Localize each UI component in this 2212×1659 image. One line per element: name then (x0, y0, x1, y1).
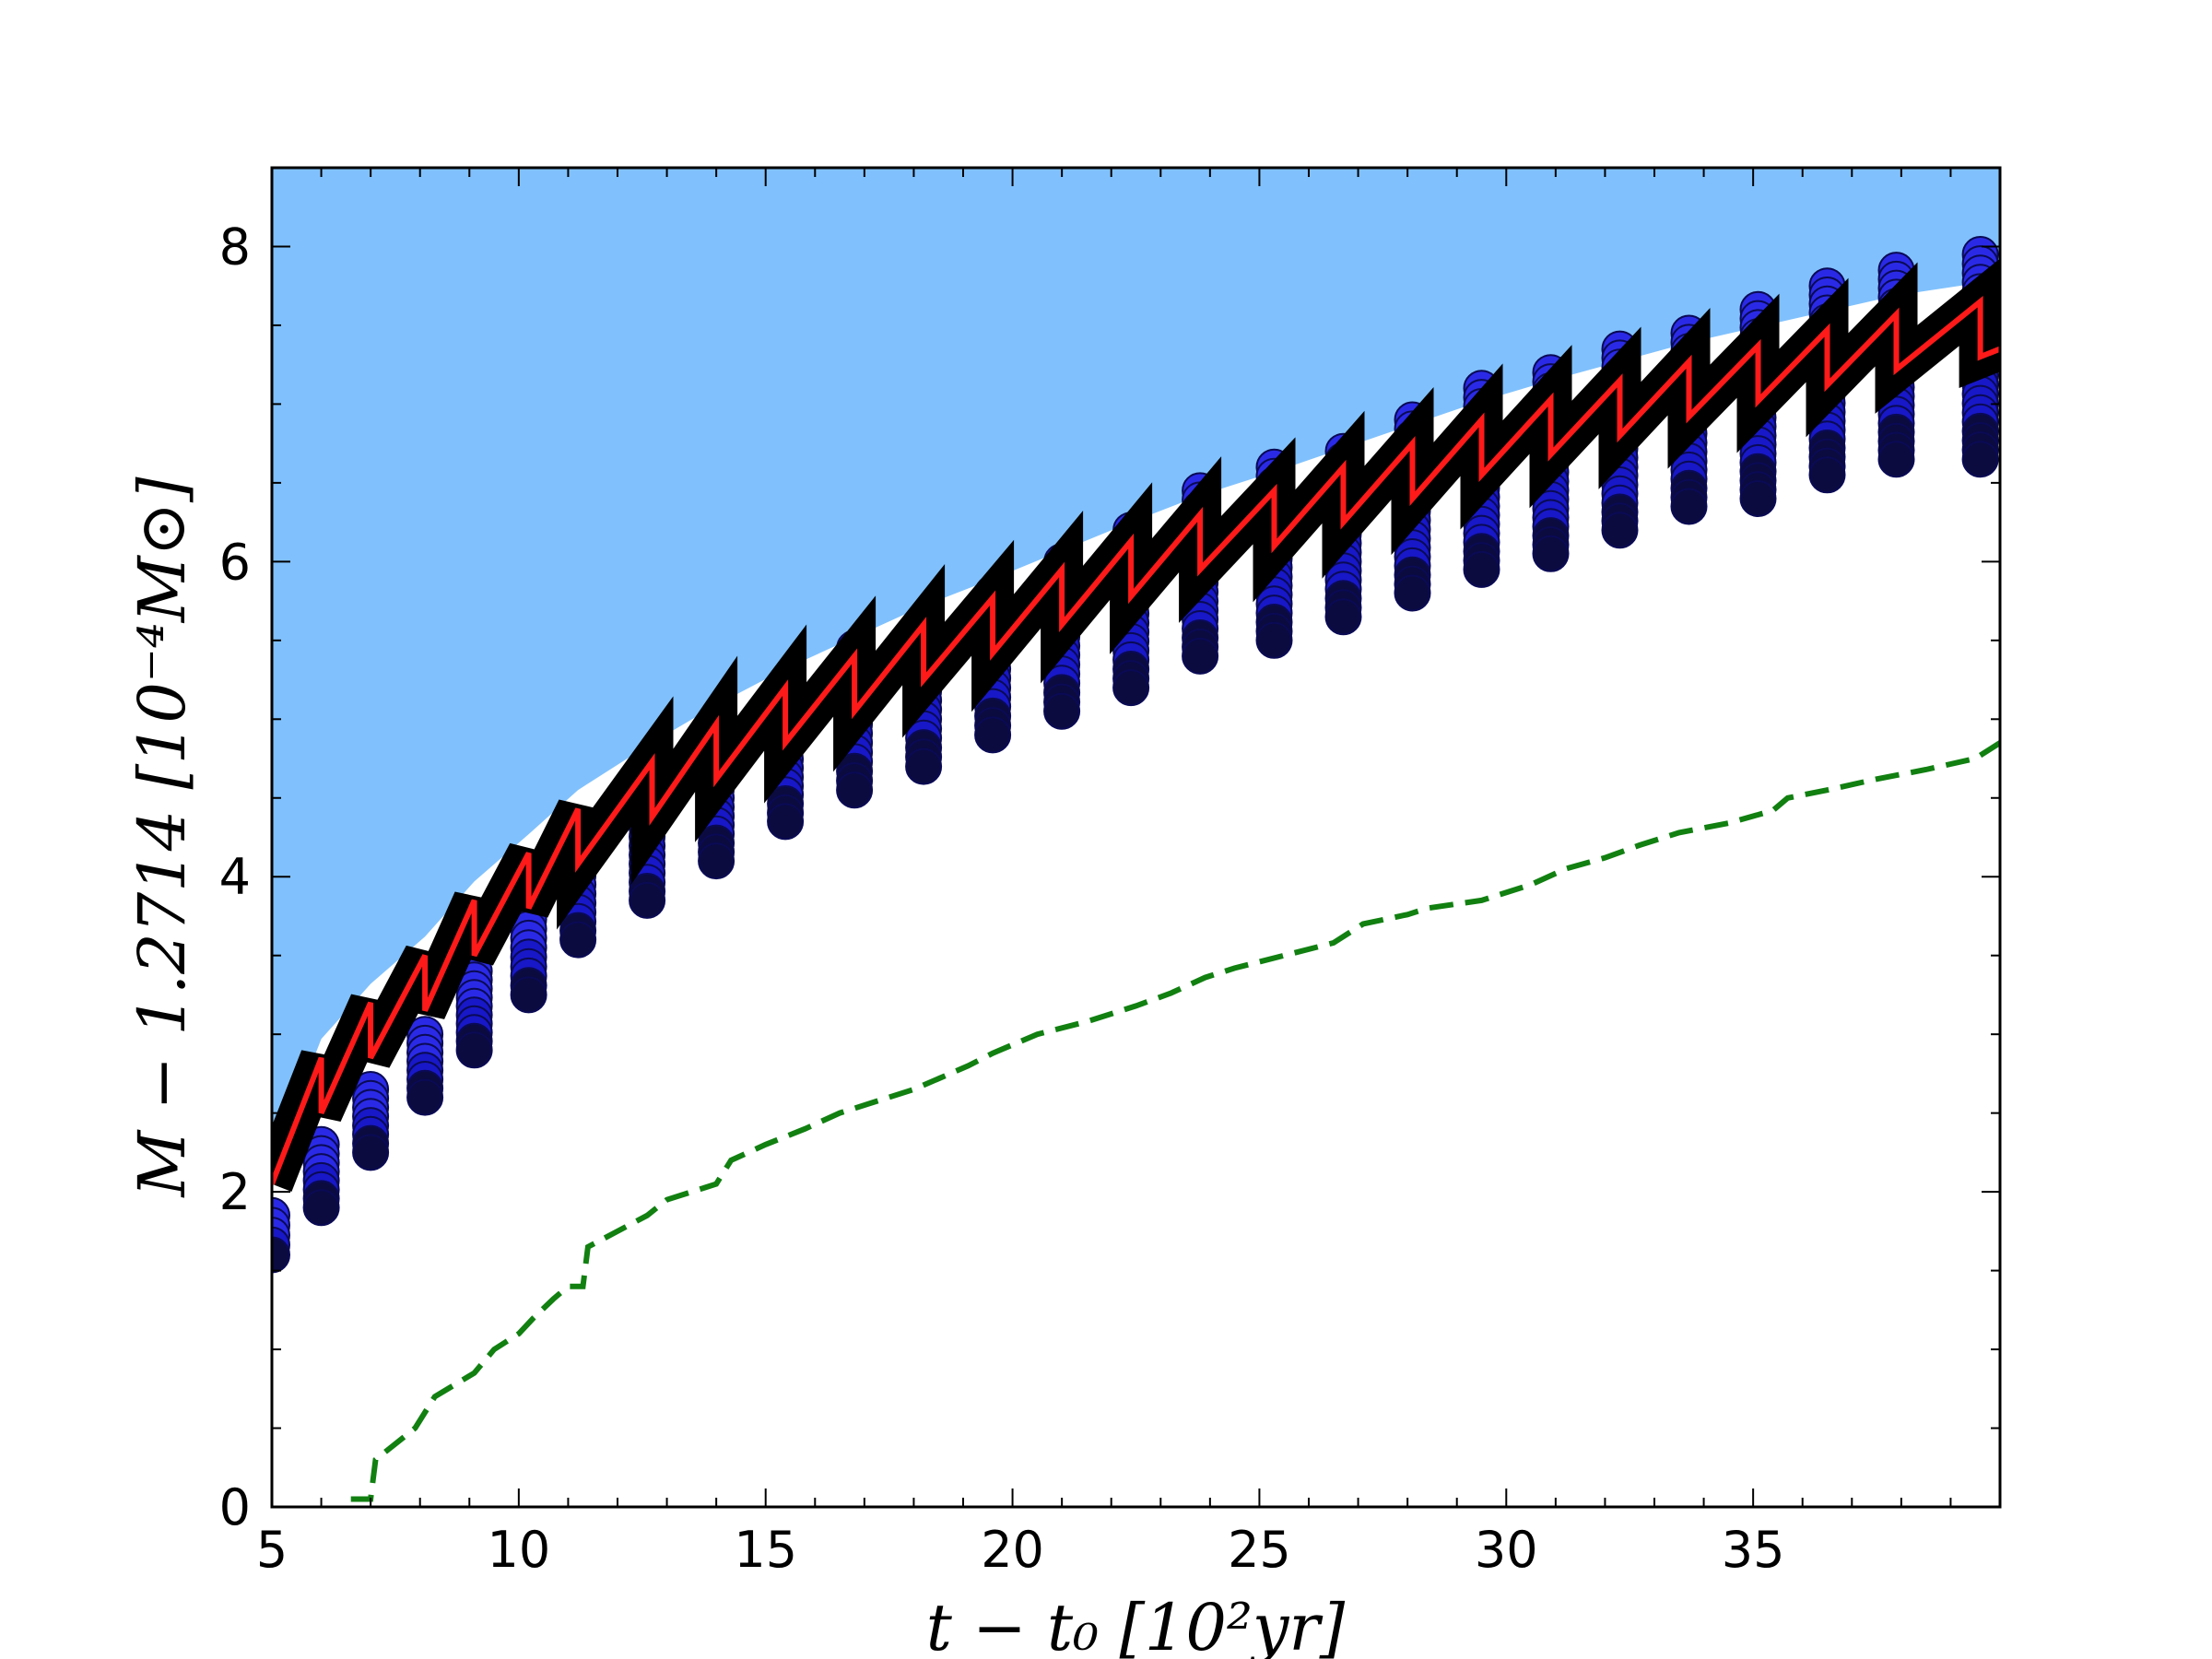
scatter-point (1670, 488, 1708, 525)
shaded-region (272, 168, 2000, 1166)
x-tick-label: 20 (981, 1521, 1044, 1579)
scatter-point (302, 1189, 340, 1227)
scatter-point (1255, 621, 1293, 659)
y-tick-label: 2 (219, 1163, 251, 1221)
scatter-point (905, 747, 943, 785)
scatter-point (698, 842, 735, 880)
x-tick-label: 10 (487, 1521, 550, 1579)
scatter-point (272, 1236, 290, 1274)
x-axis-ticks: 5 10 15 20 25 30 35 (256, 168, 2001, 1579)
scatter-point (406, 1078, 444, 1116)
scatter-point (510, 976, 547, 1014)
scatter-point (1112, 669, 1150, 707)
y-axis-label: M − 1.2714 [10⁻⁴M⊙] (124, 477, 200, 1199)
y-tick-label: 8 (219, 218, 251, 276)
x-axis-label: t − t₀ [10²yr] (926, 1590, 1346, 1659)
plot-frame (270, 166, 2002, 1509)
scatter-point (1324, 598, 1362, 636)
y-tick-label: 6 (219, 533, 251, 591)
scatter-point (1182, 637, 1219, 675)
scatter-point (352, 1134, 390, 1171)
scatter-point (836, 771, 874, 809)
y-axis-ticks: 0 2 4 6 8 (219, 167, 2000, 1536)
scatter-point (1601, 512, 1639, 549)
scatter-point (1877, 441, 1915, 478)
x-tick-label: 5 (256, 1521, 288, 1579)
x-tick-label: 30 (1475, 1521, 1538, 1579)
x-tick-label: 35 (1722, 1521, 1785, 1579)
red-line (272, 296, 2000, 1185)
y-tick-label: 4 (219, 848, 251, 906)
scatter-point (974, 716, 1012, 754)
scatter-point (1394, 574, 1431, 612)
scatter-point (559, 921, 597, 959)
scatter-point (1463, 550, 1500, 588)
green-dashed-line (350, 740, 2000, 1502)
x-tick-label: 15 (734, 1521, 797, 1579)
scatter-point (1532, 535, 1570, 572)
scatter-point (455, 1031, 493, 1069)
plot-area (272, 168, 2000, 1502)
scatter-point (1961, 441, 1999, 478)
scatter-point (767, 803, 805, 841)
scatter-point (1739, 480, 1777, 517)
scatter-point (1043, 692, 1081, 730)
x-tick-label: 25 (1228, 1521, 1291, 1579)
scatter-point (629, 881, 666, 919)
y-tick-label: 0 (219, 1478, 251, 1536)
scatter-point (1808, 456, 1846, 494)
